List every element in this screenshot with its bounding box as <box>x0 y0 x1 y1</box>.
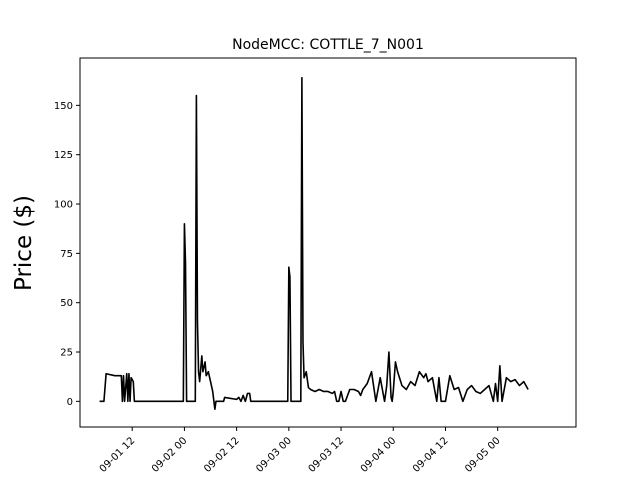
x-tick-label: 09-02 00 <box>150 435 190 475</box>
y-tick-label: 25 <box>60 348 73 359</box>
x-tick-label: 09-05 00 <box>463 435 503 475</box>
y-tick-label: 50 <box>60 298 73 309</box>
y-axis: 0 25 50 75 100 125 150 <box>54 101 80 408</box>
y-tick-label: 100 <box>54 200 73 211</box>
x-tick-label: 09-04 00 <box>359 435 399 475</box>
y-tick-label: 75 <box>60 249 73 260</box>
x-tick-label: 09-01 12 <box>98 435 138 475</box>
y-tick-label: 150 <box>54 101 73 112</box>
y-tick-label: 0 <box>67 397 73 408</box>
y-axis-label: Price ($) <box>11 195 37 291</box>
plot-frame <box>79 57 577 428</box>
x-axis: 09-01 12 09-02 00 09-02 12 09-03 00 09-03 12… <box>98 427 503 475</box>
price-series-line-0 <box>99 76 529 411</box>
y-tick-label: 125 <box>54 150 73 161</box>
x-tick-label: 09-03 00 <box>254 435 294 475</box>
plot-area <box>99 76 529 411</box>
x-tick-label: 09-02 12 <box>202 435 242 475</box>
chart-title: NodeMCC: COTTLE_7_N001 <box>232 37 424 53</box>
x-tick-label: 09-04 12 <box>411 435 451 475</box>
x-tick-label: 09-03 12 <box>307 435 347 475</box>
